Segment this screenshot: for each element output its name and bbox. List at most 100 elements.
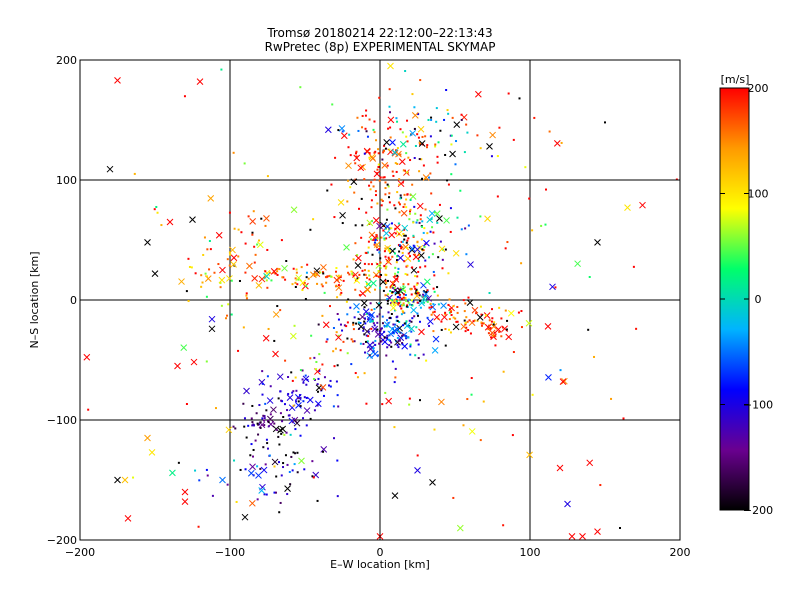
data-point-dot (408, 397, 411, 400)
data-point-cross (417, 125, 425, 133)
data-point-cross (376, 222, 383, 230)
data-point-cross (388, 231, 396, 239)
data-point-dot (297, 400, 300, 403)
data-point-cross (114, 476, 121, 484)
data-point-dot (373, 324, 376, 327)
data-point-dot (384, 193, 387, 196)
data-point-dot (464, 330, 467, 333)
data-point-dot (330, 183, 333, 186)
data-point-dot (397, 303, 400, 306)
data-point-dot (379, 287, 382, 290)
data-point-cross (426, 216, 434, 224)
data-point-dot (334, 285, 337, 288)
data-point-dot (381, 158, 384, 161)
data-point-dot (374, 190, 377, 193)
data-point-dot (399, 128, 402, 131)
data-point-dot (380, 327, 383, 330)
data-point-dot (228, 211, 231, 214)
data-point-cross (452, 323, 460, 331)
data-point-dot (447, 112, 450, 115)
data-point-dot (367, 263, 370, 266)
data-point-dot (397, 201, 400, 204)
data-point-dot (262, 446, 265, 449)
data-point-dot (388, 88, 391, 91)
y-axis-ticks: −200 −100 0 100 200 (47, 54, 680, 547)
data-point-dot (217, 263, 220, 266)
data-point-cross (449, 150, 456, 158)
data-point-dot (402, 285, 405, 288)
data-point-dot (256, 498, 259, 501)
data-point-cross (490, 333, 497, 341)
data-point-dot (336, 495, 339, 498)
data-point-dot (377, 270, 380, 273)
data-point-dot (386, 246, 389, 249)
data-point-dot (388, 251, 391, 254)
data-point-cross (248, 499, 256, 507)
data-point-dot (356, 254, 359, 257)
data-point-dot (377, 152, 380, 155)
data-point-dot (394, 266, 397, 269)
x-axis-label: E–W location [km] (330, 558, 430, 571)
data-point-dot (411, 266, 414, 269)
data-point-dot (320, 283, 323, 286)
data-point-dot (465, 316, 468, 319)
data-point-dot (448, 318, 451, 321)
data-point-dot (263, 417, 266, 420)
data-point-cross (438, 398, 445, 406)
data-point-dot (265, 493, 268, 496)
data-point-dot (396, 191, 399, 194)
data-point-cross (423, 278, 431, 286)
data-point-cross (440, 302, 447, 309)
data-point-dot (419, 214, 422, 217)
data-point-dot (587, 328, 590, 331)
data-point-dot (294, 376, 297, 379)
data-point-dot (194, 469, 197, 472)
data-point-dot (291, 469, 294, 472)
data-point-dot (263, 424, 266, 427)
data-point-cross (468, 428, 476, 435)
data-point-dot (385, 265, 388, 268)
data-point-dot (346, 337, 349, 340)
data-point-dot (332, 350, 335, 353)
data-point-dot (399, 153, 402, 156)
data-point-cross (443, 217, 450, 224)
data-point-dot (322, 450, 325, 453)
data-point-dot (280, 399, 283, 402)
data-point-cross (355, 254, 362, 262)
data-point-cross (422, 174, 430, 181)
data-point-dot (288, 470, 291, 473)
data-point-dot (498, 330, 501, 333)
data-point-cross (413, 292, 421, 300)
data-point-dot (302, 381, 305, 384)
data-point-dot (245, 297, 248, 300)
data-point-dot (387, 127, 390, 130)
data-point-dot (390, 341, 393, 344)
data-point-dot (502, 370, 505, 373)
data-point-cross (290, 206, 298, 214)
data-point-dot (399, 288, 402, 291)
data-point-dot (384, 247, 387, 250)
data-point-dot (439, 129, 442, 132)
data-point-dot (363, 262, 366, 265)
data-point-dot (306, 378, 309, 381)
data-point-dot (232, 425, 235, 428)
data-point-cross (258, 378, 266, 386)
data-point-cross (225, 426, 233, 434)
data-point-dot (394, 323, 397, 326)
data-point-dot (387, 293, 390, 296)
data-point-dot (404, 293, 407, 296)
data-point-cross (196, 78, 204, 85)
data-point-dot (335, 380, 338, 383)
data-point-dot (403, 322, 406, 325)
data-point-dot (406, 246, 409, 249)
data-point-dot (235, 500, 238, 503)
data-point-dot (371, 253, 374, 256)
data-point-dot (416, 290, 419, 293)
data-point-dot (390, 345, 393, 348)
data-point-cross (380, 221, 387, 229)
data-point-cross (422, 290, 430, 298)
data-point-dot (303, 468, 306, 471)
data-point-dot (398, 203, 401, 206)
data-point-dot (490, 308, 493, 311)
data-point-dot (230, 313, 233, 316)
